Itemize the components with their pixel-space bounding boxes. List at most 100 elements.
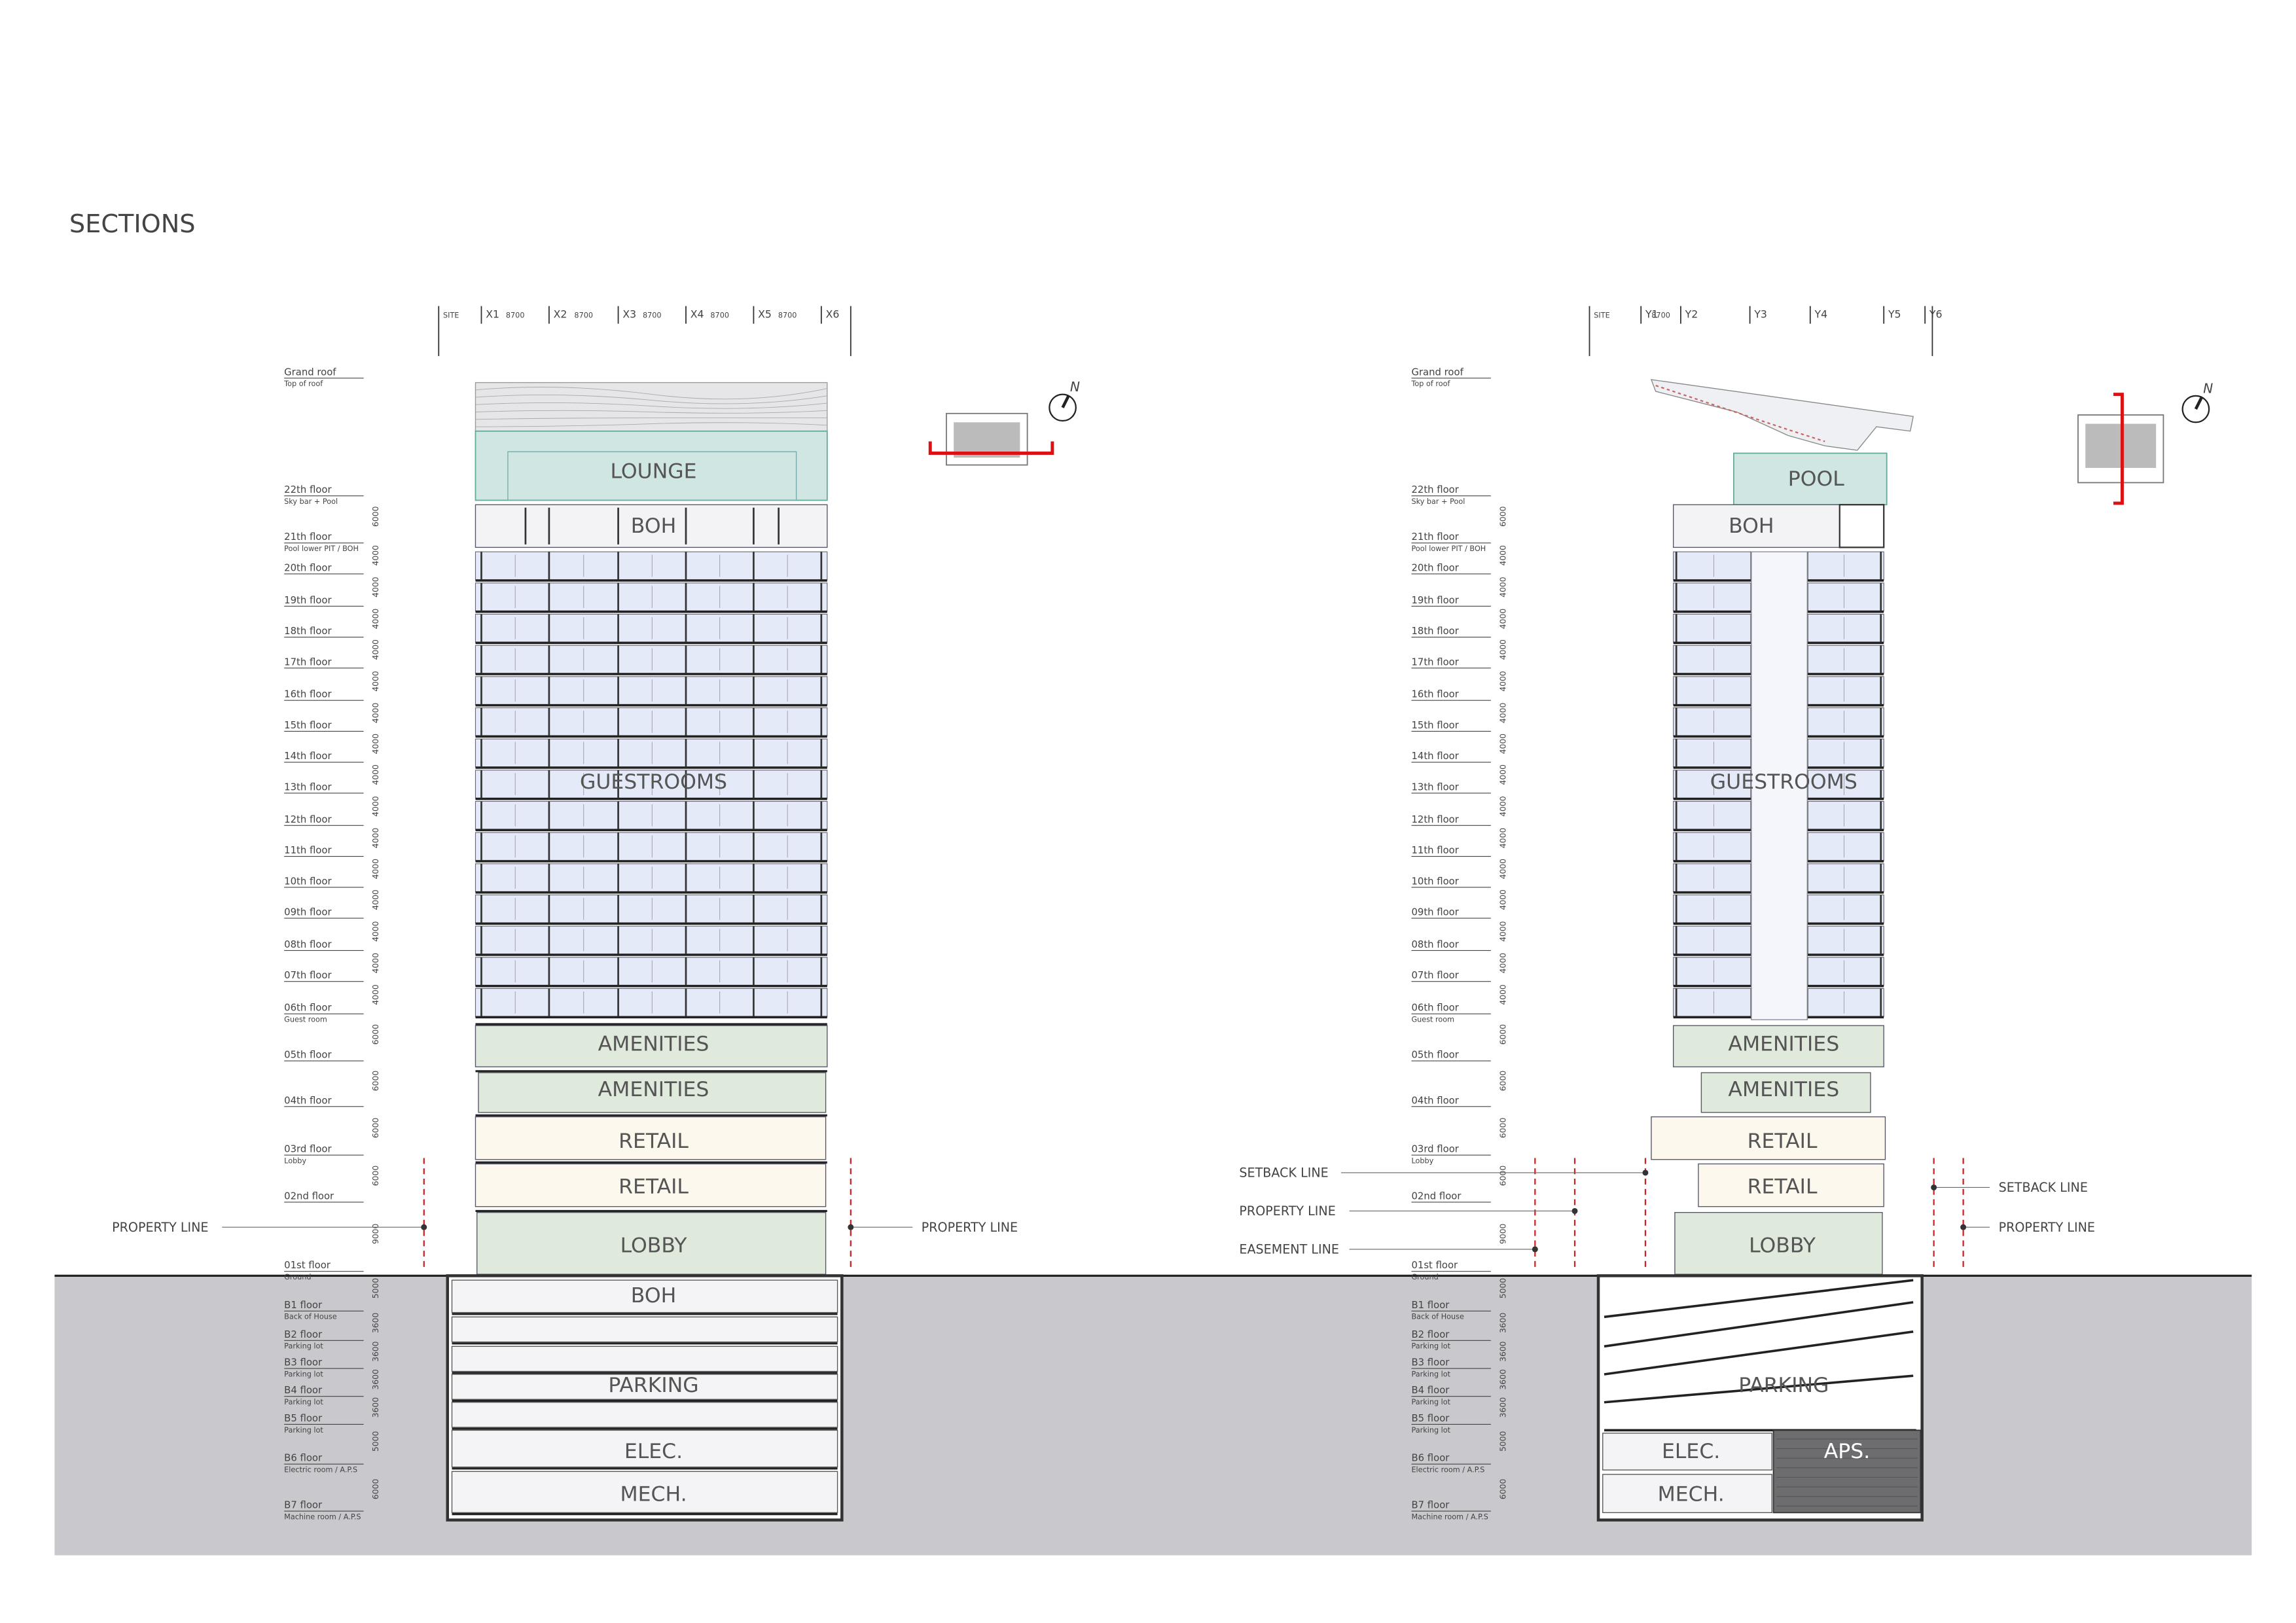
program-label: AMENITIES <box>1728 1078 1839 1101</box>
ramp <box>1604 1301 1914 1348</box>
program-label: RETAIL <box>1748 1130 1818 1153</box>
guestroom-floor <box>475 738 828 768</box>
level-name: 12th floor <box>1411 814 1459 825</box>
amenities-floor <box>1673 1025 1884 1067</box>
lobby-floor <box>1674 1212 1883 1275</box>
dimension: 4000 <box>371 734 380 755</box>
dimension: 6000 <box>1498 1479 1507 1500</box>
grid-span: 8700 <box>574 312 593 320</box>
level-name: B5 floor <box>1411 1413 1450 1424</box>
guestroom-floor <box>475 707 828 736</box>
ramp <box>1604 1330 1914 1376</box>
dimension: 4000 <box>1498 796 1507 817</box>
guestroom-floor <box>475 770 828 799</box>
basement-floor <box>451 1279 838 1313</box>
dimension: 4000 <box>371 764 380 785</box>
level-note: Back of House <box>284 1313 337 1321</box>
level-name: B2 floor <box>1411 1329 1450 1340</box>
guestroom-floor <box>475 957 828 986</box>
level-name: Grand roof <box>284 366 336 378</box>
level-note: Parking lot <box>1411 1342 1450 1351</box>
program-label: LOBBY <box>1749 1234 1816 1257</box>
core <box>1751 551 1808 1020</box>
level-note: Electric room / A.P.S <box>284 1466 357 1474</box>
dimension: 4000 <box>1498 609 1507 630</box>
dimension: 3600 <box>1498 1397 1507 1418</box>
level-name: 21th floor <box>284 531 332 543</box>
leader-dot <box>1960 1224 1967 1230</box>
ramp <box>1604 1279 1914 1319</box>
level-name: 22th floor <box>284 484 332 495</box>
dimension: 9000 <box>371 1223 380 1244</box>
level-name: 20th floor <box>1411 562 1459 573</box>
level-note: Parking lot <box>1411 1370 1450 1378</box>
level-note: Parking lot <box>1411 1426 1450 1435</box>
leader-dot <box>1571 1207 1578 1214</box>
level-name: B7 floor <box>284 1500 323 1511</box>
roof-pattern <box>475 395 827 404</box>
level-name: 09th floor <box>284 907 332 918</box>
dimension: 4000 <box>371 859 380 880</box>
grid-label: Y6 <box>1929 308 1943 321</box>
level-name: Grand roof <box>1411 366 1463 378</box>
program-label: AMENITIES <box>598 1078 709 1101</box>
level-name: B6 floor <box>284 1453 323 1464</box>
level-name: 08th floor <box>1411 939 1459 950</box>
dimension: 6000 <box>1498 1024 1507 1045</box>
program-label: BOH <box>631 1284 676 1308</box>
dimension: 4000 <box>371 609 380 630</box>
roof-canopy-edge <box>1655 385 1825 442</box>
dimension: 4000 <box>1498 921 1507 942</box>
dimension: 4000 <box>371 671 380 692</box>
dimension: 3600 <box>371 1397 380 1418</box>
leader-dot <box>421 1224 427 1230</box>
grid-label: X1 <box>486 308 499 321</box>
level-note: Parking lot <box>284 1342 323 1351</box>
leader-dot <box>1532 1246 1538 1253</box>
dimension: 4000 <box>1498 828 1507 849</box>
level-name: 17th floor <box>284 656 332 668</box>
level-name: B4 floor <box>284 1385 323 1396</box>
level-note: Machine room / A.P.S <box>1411 1512 1488 1521</box>
program-label: RETAIL <box>619 1175 689 1198</box>
boundary-label: PROPERTY LINE <box>922 1220 1018 1235</box>
program-label: ELEC. <box>624 1440 683 1463</box>
level-note: Lobby <box>284 1156 306 1165</box>
dimension: 4000 <box>1498 889 1507 910</box>
cut-line <box>2113 393 2124 505</box>
guestroom-floor <box>475 894 828 923</box>
basement-floor <box>451 1346 838 1372</box>
dimension: 4000 <box>371 889 380 910</box>
grid-label: Y5 <box>1888 308 1901 321</box>
level-name: B2 floor <box>284 1329 323 1340</box>
level-name: B3 floor <box>284 1357 323 1368</box>
grid-label: X6 <box>826 308 840 321</box>
dimension: 3600 <box>371 1312 380 1333</box>
amenities-floor <box>478 1072 827 1113</box>
roof-pattern <box>475 418 827 420</box>
dimension: 6000 <box>371 1166 380 1186</box>
level-name: 07th floor <box>1411 970 1459 981</box>
guestroom-floor <box>475 832 828 861</box>
ramp <box>1604 1374 1914 1404</box>
dimension: 4000 <box>1498 577 1507 597</box>
dimension: 4000 <box>1498 764 1507 785</box>
guestroom-floor <box>475 582 828 612</box>
dimension: 4000 <box>371 796 380 817</box>
level-note: Sky bar + Pool <box>284 497 338 506</box>
aps-room <box>1772 1429 1922 1514</box>
level-note: Ground <box>284 1273 311 1281</box>
basement-floor <box>451 1374 838 1400</box>
dimension: 4000 <box>1498 639 1507 660</box>
level-name: 17th floor <box>1411 656 1459 668</box>
level-name: 02nd floor <box>284 1190 334 1202</box>
lobby-floor <box>476 1212 827 1275</box>
basement-floor <box>451 1471 838 1514</box>
dimension: 6000 <box>371 506 380 527</box>
boundary-label: SETBACK LINE <box>1239 1166 1328 1181</box>
dimension: 9000 <box>1498 1223 1507 1244</box>
dimension: 6000 <box>1498 1118 1507 1139</box>
grid-span: 8700 <box>1651 312 1670 320</box>
boh-room <box>1839 504 1885 548</box>
program-label: LOUNGE <box>611 460 697 484</box>
